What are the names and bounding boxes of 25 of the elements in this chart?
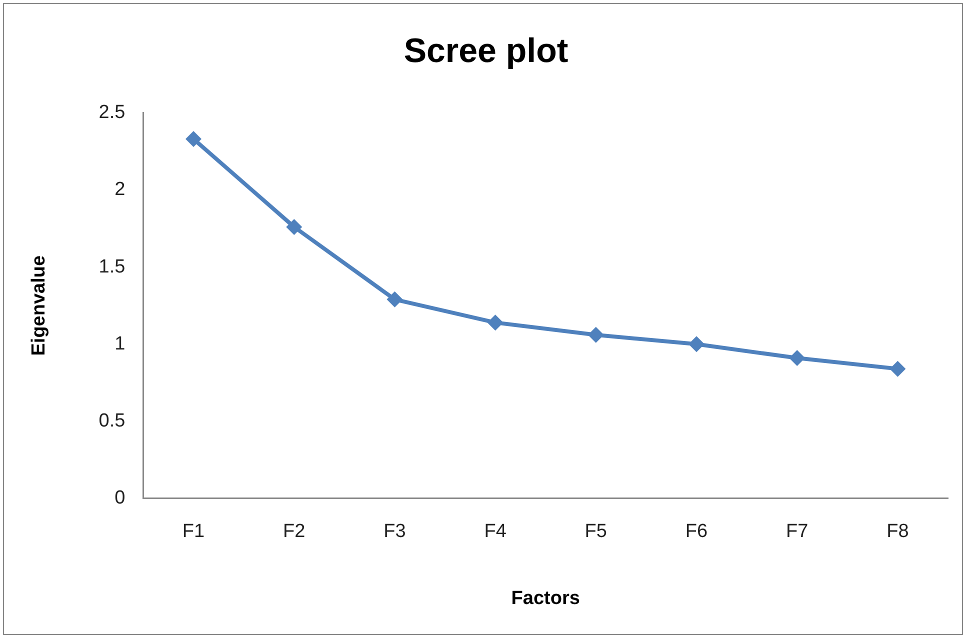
x-axis-title: Factors xyxy=(511,588,580,609)
point xyxy=(789,350,806,366)
x-tick-label: F4 xyxy=(484,521,507,542)
x-tick-label: F7 xyxy=(786,521,808,542)
x-tick-label: F8 xyxy=(886,521,909,542)
point xyxy=(890,360,906,377)
y-axis-title: Eigenvalue xyxy=(28,255,50,356)
point xyxy=(588,326,604,343)
y-tick-label: 1 xyxy=(114,333,126,354)
y-tick-label: 1.5 xyxy=(98,256,126,278)
point xyxy=(186,131,202,148)
y-tick-label: 0.5 xyxy=(98,410,126,432)
y-tick-label: 0 xyxy=(114,488,126,509)
x-tick-label: F5 xyxy=(584,521,607,542)
x-tick-label: F6 xyxy=(685,521,708,542)
x-tick-label: F1 xyxy=(182,521,205,542)
y-tick-label: 2 xyxy=(114,179,126,200)
point xyxy=(386,291,403,308)
point xyxy=(286,218,302,235)
point xyxy=(487,314,504,331)
x-tick-label: F3 xyxy=(384,521,406,542)
point xyxy=(688,336,705,352)
y-tick-label: 2.5 xyxy=(98,102,126,124)
x-tick-label: F2 xyxy=(283,521,306,542)
chart-title: Scree plot xyxy=(404,32,568,70)
